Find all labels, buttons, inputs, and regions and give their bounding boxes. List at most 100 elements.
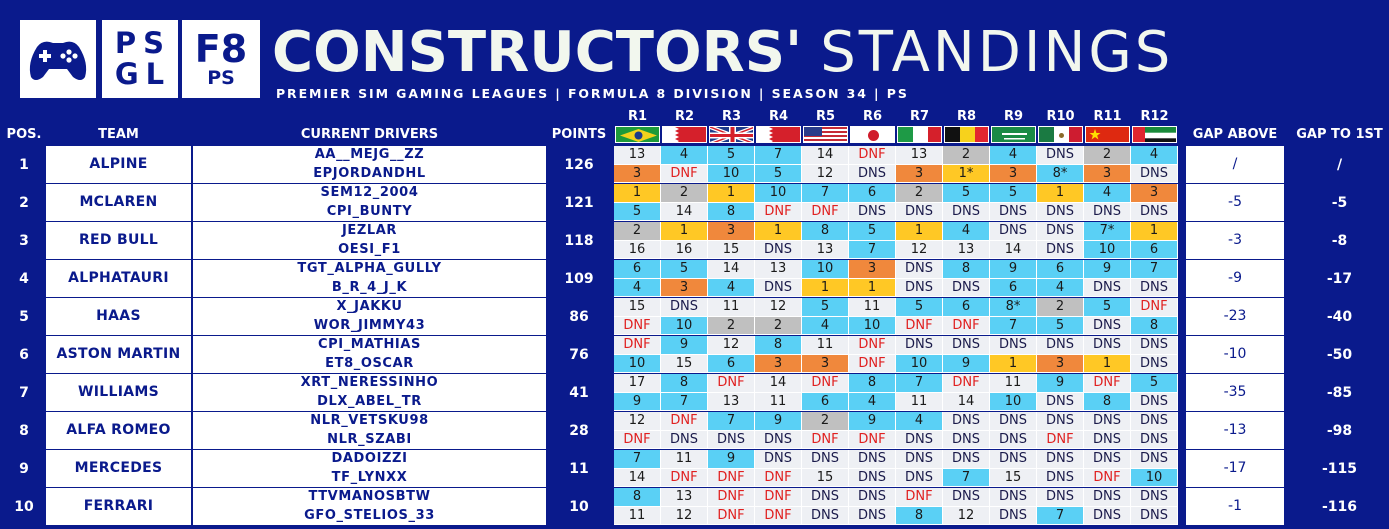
result-cell: DNS: [1131, 336, 1178, 355]
result-cell: DNS: [943, 278, 990, 297]
driver-results-line: 12 DNF 7 9 2 9 4 DNS DNS DNS DNS DNS: [614, 412, 1178, 431]
position: 3: [19, 233, 29, 249]
result-cell: 9: [1084, 260, 1131, 279]
points: 11: [569, 461, 589, 477]
result-cell: 6: [849, 184, 896, 203]
result-cell: DNF: [1131, 298, 1178, 317]
gap-above: -3: [1186, 222, 1284, 259]
points: 126: [564, 157, 594, 173]
result-cell: 14: [661, 202, 708, 221]
result-cell: 6: [614, 260, 661, 279]
race-results: 13 4 5 7 14 DNF 13 2 4 DNS 2 4 3 DNF 10 5 12 DNS 3 1* 3 8* 3 DN…: [614, 146, 1178, 183]
result-cell: DNS: [943, 412, 990, 431]
result-cell: DNF: [896, 488, 943, 507]
result-cell: DNS: [661, 298, 708, 317]
gap-to-first: -17: [1326, 271, 1353, 287]
result-cell: 11: [614, 506, 661, 525]
result-cell: DNS: [896, 430, 943, 449]
psgl-logo-line1: PS: [114, 26, 172, 60]
result-cell: DNS: [1131, 450, 1178, 469]
result-cell: 13: [614, 146, 661, 165]
result-cell: DNS: [1131, 164, 1178, 183]
result-cell: 3: [1084, 164, 1131, 183]
driver-results-line: 2 1 3 1 8 5 1 4 DNS DNS 7* 1: [614, 222, 1178, 241]
result-cell: 5: [614, 202, 661, 221]
round-header-r5: R5: [815, 109, 836, 124]
result-cell: 10: [896, 354, 943, 373]
result-cell: 11: [802, 336, 849, 355]
result-cell: 5: [896, 298, 943, 317]
points: 10: [569, 499, 589, 515]
result-cell: 10: [1131, 468, 1178, 487]
result-cell: 5: [755, 164, 802, 183]
subtitle: PREMIER SIM GAMING LEAGUES | FORMULA 8 D…: [276, 86, 909, 101]
driver-results-line: 3 DNF 10 5 12 DNS 3 1* 3 8* 3 DNS: [614, 164, 1178, 183]
gap-to-first: -116: [1321, 499, 1358, 515]
driver-name: TGT_ALPHA_GULLY: [297, 261, 442, 276]
result-cell: DNS: [755, 430, 802, 449]
drivers-cell: XRT_NERESSINHO DLX_ABEL_TR: [193, 374, 546, 411]
result-cell: 3: [849, 260, 896, 279]
result-cell: DNS: [943, 336, 990, 355]
result-cell: 9: [708, 450, 755, 469]
result-cell: 8: [614, 488, 661, 507]
driver-name: GFO_STELIOS_33: [304, 507, 435, 523]
result-cell: DNF: [849, 354, 896, 373]
team-name: HAAS: [46, 298, 191, 335]
team-name: ALPINE: [46, 146, 191, 183]
result-cell: DNS: [896, 202, 943, 221]
driver-name: CPI_BUNTY: [326, 203, 413, 219]
team-name: FERRARI: [46, 488, 191, 525]
result-cell: 1: [849, 278, 896, 297]
drivers-cell: AA__MEJG__ZZ EPJORDANDHL: [193, 146, 546, 183]
driver-results-line: 1 2 1 10 7 6 2 5 5 1 4 3: [614, 184, 1178, 203]
result-cell: 1: [1037, 184, 1084, 203]
result-cell: DNF: [1037, 430, 1084, 449]
drivers-header: CURRENT DRIVERS: [300, 127, 439, 142]
result-cell: 10: [849, 316, 896, 335]
driver-name: TF_LYNXX: [331, 469, 408, 485]
result-cell: 12: [802, 164, 849, 183]
team-name: MERCEDES: [46, 450, 191, 487]
uk-flag: [709, 126, 754, 143]
result-cell: 9: [661, 336, 708, 355]
result-cell: DNS: [990, 412, 1037, 431]
gap-first-header: GAP TO 1ST: [1296, 127, 1383, 142]
race-results: DNF 9 12 8 11 DNF DNS DNS DNS DNS DNS DNS 10 15 6 3 3 DNF…: [614, 336, 1178, 373]
driver-results-line: 14 DNF DNF DNF 15 DNS DNS 7 15 DNS DNF 10: [614, 468, 1178, 487]
round-header-r1: R1: [627, 109, 648, 124]
drivers-cell: DADOIZZI TF_LYNXX: [193, 450, 546, 487]
points: 118: [564, 233, 594, 249]
result-cell: 4: [614, 278, 661, 297]
gap-to-first: -50: [1326, 347, 1353, 363]
result-cell: DNS: [1131, 488, 1178, 507]
position: 2: [19, 195, 29, 211]
result-cell: DNF: [755, 506, 802, 525]
result-cell: 7: [1131, 260, 1178, 279]
driver-name: CPI_MATHIAS: [317, 337, 421, 352]
result-cell: 5: [802, 298, 849, 317]
position: 8: [19, 423, 29, 439]
points: 76: [569, 347, 589, 363]
result-cell: 4: [849, 392, 896, 411]
result-cell: 14: [802, 146, 849, 165]
driver-name: AA__MEJG__ZZ: [314, 147, 425, 162]
result-cell: 14: [614, 468, 661, 487]
position: 7: [19, 385, 29, 401]
result-cell: DNS: [1037, 412, 1084, 431]
result-cell: 10: [708, 164, 755, 183]
f8-logo-big: F8: [194, 27, 248, 71]
result-cell: 11: [990, 374, 1037, 393]
result-cell: DNS: [896, 468, 943, 487]
result-cell: DNS: [1037, 468, 1084, 487]
result-cell: 5: [708, 146, 755, 165]
result-cell: 1: [614, 184, 661, 203]
result-cell: 8: [1131, 316, 1178, 335]
gap-above: /: [1186, 146, 1284, 183]
result-cell: 4: [1037, 278, 1084, 297]
drivers-cell: CPI_MATHIAS ET8_OSCAR: [193, 336, 546, 373]
result-cell: 7: [896, 374, 943, 393]
team-name: WILLIAMS: [46, 374, 191, 411]
result-cell: 13: [755, 260, 802, 279]
driver-results-line: 8 13 DNF DNF DNS DNS DNF DNS DNS DNS DNS DNS: [614, 488, 1178, 507]
